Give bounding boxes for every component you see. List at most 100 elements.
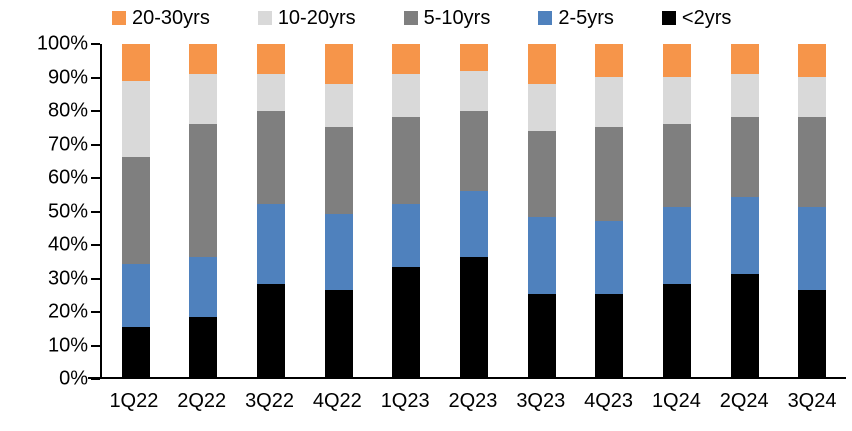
bar-slot [778,44,846,377]
bar-segment-20-30yrs [460,44,489,71]
bar-segment-5-10yrs [324,127,353,214]
bar-segment-<2yrs [460,257,489,377]
bar-segment-5-10yrs [189,123,218,258]
y-tick-mark [91,311,100,313]
bar-segment-20-30yrs [662,44,691,78]
bar-segment-20-30yrs [798,44,827,78]
x-tick-label: 2Q22 [177,390,227,412]
bar-segment-<2yrs [527,293,556,377]
bar-segment-5-10yrs [121,157,150,264]
legend-label: 20-30yrs [132,7,210,29]
bar-segment-2-5yrs [595,220,624,294]
bar-segment-10-20yrs [527,83,556,131]
bar-segment-20-30yrs [595,44,624,78]
bar-segment-20-30yrs [121,44,150,81]
bar-segment-20-30yrs [730,44,759,75]
bar-2Q24 [730,44,759,377]
y-tick-label: 30% [47,267,88,289]
bar-4Q22 [324,44,353,377]
bar-1Q24 [662,44,691,377]
bar-segment-<2yrs [324,290,353,377]
legend-label: <2yrs [681,7,732,29]
bar-slot [305,44,373,377]
bar-slot [711,44,779,377]
legend-item: 20-30yrs [112,7,210,29]
y-tick-label: 100% [36,32,88,55]
y-tick-mark [91,244,100,246]
bar-3Q24 [798,44,827,377]
bar-segment-5-10yrs [730,117,759,198]
y-tick-label: 20% [47,300,88,323]
x-tick-label: 3Q24 [787,390,837,412]
bar-segment-5-10yrs [662,123,691,208]
legend-item: 5-10yrs [403,7,491,29]
legend-item: <2yrs [661,7,732,29]
x-tick-label: 2Q24 [719,390,769,412]
bar-slot [170,44,238,377]
bar-2Q22 [189,44,218,377]
bar-segment-2-5yrs [460,190,489,258]
y-tick-label: 0% [59,367,88,390]
bar-segment-10-20yrs [121,80,150,158]
x-tick-label: 3Q23 [516,390,566,412]
bar-segment-5-10yrs [392,117,421,204]
x-tick-label: 2Q23 [448,390,498,412]
x-axis-labels: 1Q22 2Q22 3Q22 4Q22 1Q23 2Q23 3Q23 4Q23 1Q24 2Q24… [100,390,846,413]
bar-segment-10-20yrs [595,77,624,128]
bar-segment-20-30yrs [527,44,556,84]
plot-area [100,44,846,379]
bar-segment-5-10yrs [798,117,827,208]
legend-swatch [403,11,418,25]
y-tick-label: 50% [47,200,88,222]
x-tick-label: 3Q22 [245,390,294,412]
bar-slot [237,44,305,377]
y-tick-mark [91,210,100,213]
y-tick-label: 10% [47,334,88,356]
legend-swatch [538,11,553,25]
legend-label: 10-20yrs [277,7,356,29]
legend-item: 2-5yrs [538,7,614,29]
bar-segment-2-5yrs [189,257,218,318]
bar-segment-2-5yrs [392,203,421,268]
x-tick-label: 4Q23 [584,390,634,412]
y-tick-mark [91,143,100,146]
bar-4Q23 [595,44,624,377]
bar-segment-5-10yrs [527,130,556,218]
bar-segment-<2yrs [662,283,691,377]
bar-slot [440,44,508,377]
x-tick-label: 1Q23 [380,390,430,412]
bar-segment-<2yrs [798,290,827,377]
bar-2Q23 [460,44,489,377]
y-tick-label: 80% [47,99,88,122]
y-tick-mark [91,43,100,45]
legend-label: 2-5yrs [558,7,614,29]
bar-segment-5-10yrs [595,127,624,221]
bar-segment-<2yrs [257,283,286,377]
legend-item: 10-20yrs [257,7,356,29]
bar-slot [575,44,643,377]
bar-segment-20-30yrs [392,44,421,74]
y-tick-mark [91,277,100,280]
x-tick-label: 4Q22 [312,390,362,412]
bar-3Q23 [527,44,556,377]
y-tick-label: 40% [47,233,88,256]
bar-segment-2-5yrs [257,203,286,284]
y-tick-mark [91,344,100,347]
bar-segment-<2yrs [730,273,759,377]
bar-segment-5-10yrs [257,110,286,204]
bar-segment-10-20yrs [257,74,286,111]
bar-segment-10-20yrs [730,74,759,118]
y-tick-mark [91,110,100,112]
bar-segment-2-5yrs [121,263,150,328]
bar-segment-2-5yrs [662,207,691,284]
x-tick-label: 1Q24 [651,390,701,412]
y-tick-mark [91,378,100,380]
bar-segment-<2yrs [392,267,421,377]
bar-segment-10-20yrs [189,74,218,124]
bar-segment-20-30yrs [257,44,286,74]
x-tick-label: 1Q22 [109,390,159,412]
bar-segment-10-20yrs [662,77,691,124]
legend-label: 5-10yrs [423,7,491,29]
bar-1Q23 [392,44,421,377]
